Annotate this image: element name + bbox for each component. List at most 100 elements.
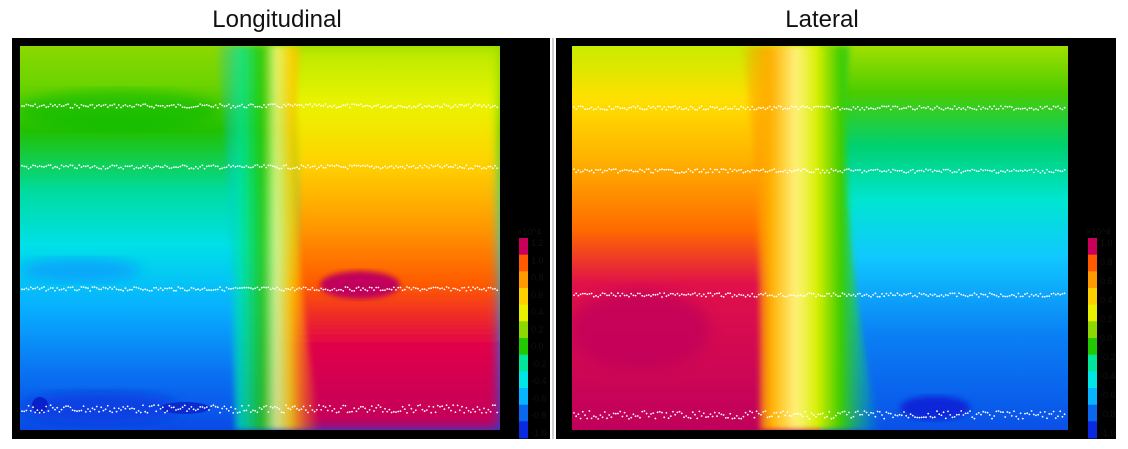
- scatter-point: [109, 410, 111, 413]
- scatter-point: [1041, 107, 1044, 110]
- scatter-point: [650, 295, 652, 298]
- scatter-point: [797, 412, 800, 415]
- scatter-point: [373, 105, 375, 107]
- scatter-point: [335, 106, 338, 109]
- scatter-point: [463, 167, 466, 170]
- scatter-point: [876, 168, 879, 171]
- scatter-point: [848, 108, 850, 111]
- scatter-point: [155, 286, 158, 289]
- scatter-point: [980, 293, 982, 295]
- scatter-point: [771, 108, 773, 111]
- scatter-point: [489, 165, 492, 168]
- scatter-point: [494, 404, 496, 407]
- scatter-point: [940, 294, 943, 296]
- scatter-point: [920, 416, 923, 419]
- scatter-point: [674, 413, 677, 416]
- scatter-point: [243, 409, 246, 412]
- scatter-point: [724, 417, 727, 419]
- scatter-point: [265, 404, 268, 407]
- scatter-point: [384, 407, 386, 410]
- scatter-point: [907, 416, 910, 419]
- scatter-point: [230, 107, 232, 109]
- scatter-point: [186, 290, 188, 292]
- scatter-point: [680, 293, 683, 295]
- scatter-point: [276, 406, 279, 409]
- scatter-point: [674, 105, 677, 107]
- scatter-point: [575, 108, 578, 110]
- scatter-point: [590, 417, 593, 420]
- scatter-point: [625, 169, 628, 171]
- scatter-point: [392, 167, 395, 170]
- scatter-point: [938, 107, 941, 109]
- scatter-point: [922, 416, 925, 419]
- scatter-point: [766, 171, 769, 173]
- scatter-point: [56, 166, 59, 169]
- scatter-point: [124, 165, 127, 168]
- scatter-point: [1054, 106, 1057, 109]
- scatter-point: [619, 410, 622, 413]
- scatter-point: [863, 410, 866, 412]
- scatter-point: [450, 107, 452, 109]
- scatter-point: [797, 108, 800, 111]
- scatter-point: [450, 165, 452, 168]
- scatter-point: [126, 165, 129, 168]
- scatter-point: [828, 171, 831, 174]
- scatter-point: [69, 164, 72, 167]
- scatter-point: [465, 407, 468, 409]
- scatter-point: [713, 411, 716, 414]
- scatter-point: [106, 288, 109, 290]
- scatter-point: [194, 165, 197, 168]
- scatter-point: [186, 107, 188, 109]
- scatter-point: [159, 105, 162, 107]
- scatter-point: [348, 288, 351, 291]
- scatter-point: [793, 169, 795, 172]
- scatter-point: [142, 165, 144, 168]
- scatter-point: [903, 411, 905, 413]
- scatter-point: [716, 415, 718, 418]
- scatter-point: [309, 288, 312, 291]
- scatter-point: [115, 410, 118, 413]
- scatter-point: [848, 411, 850, 414]
- scatter-point: [439, 287, 441, 290]
- scatter-point: [1046, 168, 1048, 171]
- scatter-point: [920, 107, 923, 109]
- scatter-point: [219, 103, 221, 105]
- scatter-point: [762, 293, 765, 296]
- scatter-point: [153, 287, 155, 289]
- scatter-point: [597, 418, 600, 420]
- scatter-point: [342, 104, 345, 106]
- scatter-point: [788, 415, 791, 417]
- scatter-point: [245, 106, 248, 109]
- scatter-point: [927, 169, 930, 172]
- scatter-point: [856, 169, 859, 172]
- scatter-point: [263, 286, 265, 289]
- scatter-point: [889, 292, 892, 294]
- scatter-point: [779, 292, 782, 295]
- scatter-point: [205, 406, 208, 408]
- scatter-point: [445, 164, 448, 167]
- scatter-point: [331, 289, 334, 291]
- scatter-point: [804, 168, 806, 171]
- scatter-point: [815, 415, 817, 418]
- scatter-point: [617, 292, 619, 295]
- colorbar-tick-label: -0.2: [531, 359, 547, 369]
- scatter-point: [76, 410, 78, 413]
- scatter-point: [100, 288, 103, 291]
- scatter-point: [1006, 106, 1009, 108]
- scatter-point: [40, 104, 43, 107]
- scatter-point: [971, 168, 974, 171]
- scatter-point: [34, 287, 37, 290]
- scatter-point: [234, 286, 237, 289]
- scatter-point: [621, 415, 624, 418]
- scatter-point: [768, 169, 771, 172]
- scatter-point: [898, 169, 901, 172]
- scatter-point: [256, 164, 259, 166]
- scatter-point: [491, 288, 494, 290]
- scatter-point: [258, 166, 261, 168]
- scatter-point: [797, 294, 800, 297]
- scatter-point: [278, 408, 281, 410]
- scatter-point: [610, 292, 613, 294]
- scatter-point: [346, 103, 349, 106]
- scatter-point: [1035, 414, 1037, 417]
- scatter-point: [1017, 418, 1020, 420]
